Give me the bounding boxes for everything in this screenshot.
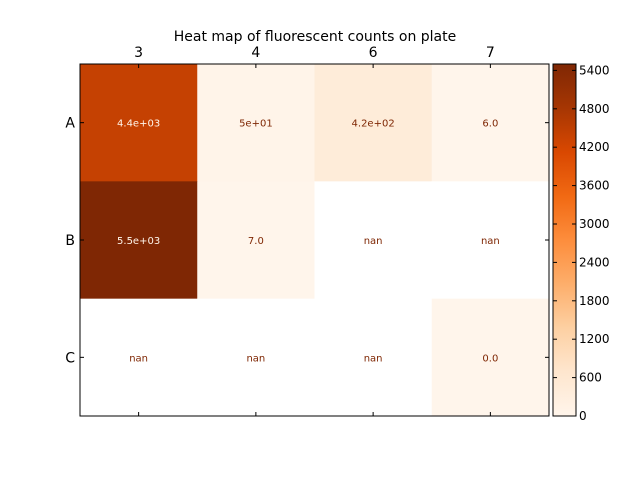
heatmap-cell <box>431 181 550 300</box>
cell-value-label: 0.0 <box>482 353 498 364</box>
colorbar-tick-label: 3000 <box>579 217 610 231</box>
colorbar-tick-label: 1200 <box>579 332 610 346</box>
colorbar-tick-label: 1800 <box>579 294 610 308</box>
heatmap-cell <box>197 64 315 182</box>
y-tick-label: C <box>65 350 75 366</box>
chart-title: Heat map of fluorescent counts on plate <box>174 29 456 45</box>
colorbar-tick-label: 3600 <box>579 179 610 193</box>
y-tick-label: B <box>65 233 75 249</box>
cell-value-label: nan <box>364 353 383 364</box>
heatmap-cell <box>431 298 550 417</box>
cell-value-label: nan <box>246 353 265 364</box>
cell-value-label: 7.0 <box>248 236 264 247</box>
cell-value-label: nan <box>129 353 148 364</box>
heatmap-axes: 3 4 6 7 A B C <box>65 45 550 417</box>
heatmap-cell <box>314 64 433 182</box>
heatmap-cells: 4.4e+03 5e+01 4.2e+02 6.0 5.5e+03 7.0 nan nan na… <box>80 64 550 417</box>
colorbar-tick-label: 4800 <box>579 102 610 116</box>
cell-value-label: 4.2e+02 <box>352 119 395 130</box>
cell-value-label: nan <box>364 236 383 247</box>
colorbar-gradient <box>553 64 576 416</box>
colorbar-tick-label: 0 <box>579 409 587 423</box>
heatmap-cell <box>197 298 315 417</box>
cell-value-label: nan <box>481 236 500 247</box>
x-tick-label: 7 <box>486 45 495 61</box>
colorbar-tick-label: 600 <box>579 371 602 385</box>
x-tick-label: 4 <box>251 45 260 61</box>
cell-value-label: 4.4e+03 <box>117 119 160 130</box>
heatmap-cell <box>80 64 198 182</box>
colorbar: 0 600 1200 1800 2400 3000 3600 4200 4800 5400 <box>552 63 610 423</box>
y-tick-label: A <box>65 116 75 132</box>
heatmap-cell <box>197 181 315 300</box>
cell-value-label: 6.0 <box>482 119 498 130</box>
heatmap-cell <box>80 298 198 417</box>
colorbar-frame <box>552 63 577 417</box>
heatmap-cell <box>314 181 433 300</box>
cell-value-label: 5.5e+03 <box>117 236 160 247</box>
cell-value-label: 5e+01 <box>239 119 273 130</box>
x-tick-label: 3 <box>134 45 143 61</box>
x-tick-label: 6 <box>369 45 378 61</box>
heatmap-cell <box>431 64 550 182</box>
heatmap-cell <box>80 181 198 300</box>
colorbar-tick-label: 2400 <box>579 255 610 269</box>
heatmap-cell <box>314 298 433 417</box>
colorbar-tick-label: 4200 <box>579 140 610 154</box>
colorbar-tick-label: 5400 <box>579 63 610 77</box>
